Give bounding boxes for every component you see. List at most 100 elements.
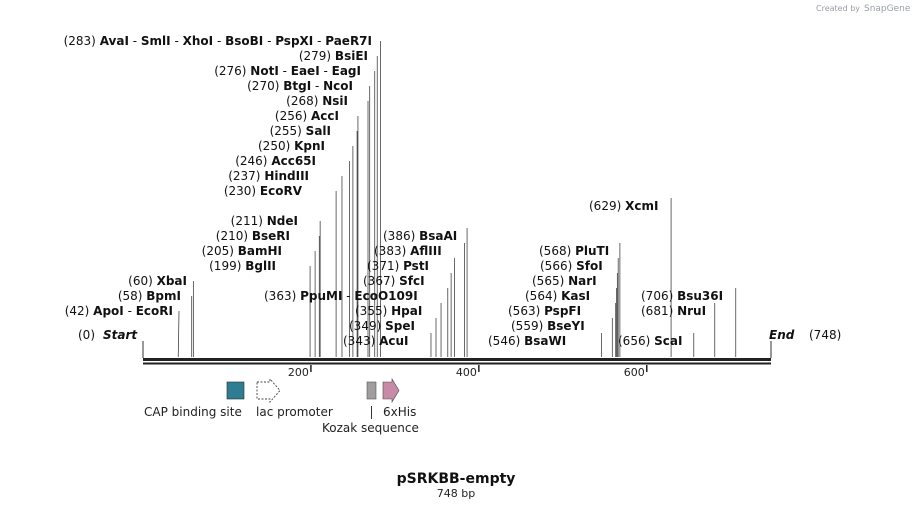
cut-site-label: (706) Bsu36I [641,289,723,303]
enzyme-name: BamHI [238,244,282,258]
cut-position: (706) [641,289,677,303]
cut-site-label: (564) KasI [525,289,590,303]
cut-position: (656) [618,334,654,348]
feature-label-6xhis: 6xHis [383,405,416,419]
enzyme-name: NarI [568,274,597,288]
end-position: (748) [809,328,841,342]
cut-position: (367) [363,274,399,288]
enzyme-name: BseYI [547,319,585,333]
enzyme-name: Acc65I [271,154,316,168]
cut-position: - [213,34,225,48]
cut-position: (371) [367,259,403,273]
cut-position: (58) [118,289,146,303]
cut-site-label: (58) BpmI [118,289,181,303]
cut-position: (681) [641,304,677,318]
cut-position: - [342,289,354,303]
cut-site-label: (205) BamHI [202,244,282,258]
cut-site-label: (367) SfcI [363,274,425,288]
cut-position: (205) [202,244,238,258]
cut-site-label: (279) BsiEI [299,49,368,63]
cut-position: (343) [343,334,379,348]
cut-site-label: (349) SpeI [349,319,415,333]
enzyme-name: NsiI [322,94,348,108]
cut-site-label: (386) BsaAI [383,229,457,243]
cut-position: (230) [224,184,260,198]
cut-position: (255) [270,124,306,138]
enzyme-name: BsiEI [335,49,368,63]
enzyme-name: KpnI [294,139,325,153]
enzyme-name: EcoO109I [354,289,417,303]
enzyme-name: AccI [311,109,339,123]
feature-label-cap-binding-site: CAP binding site [144,405,242,419]
enzyme-name: PpuMI [300,289,342,303]
enzyme-name: BsaWI [524,334,566,348]
cut-position: - [171,34,183,48]
enzyme-name: XbaI [157,274,187,288]
enzyme-name: EagI [332,64,361,78]
enzyme-name: ScaI [654,334,682,348]
cut-position: (565) [532,274,568,288]
tick-label: 400 [456,366,477,379]
cut-position: (563) [508,304,544,318]
enzyme-name: PspFI [544,304,581,318]
cut-site-label: (270) BtgI - NcoI [247,79,353,93]
enzyme-name: SalI [306,124,331,138]
kozak-sequence-feature [366,381,377,400]
tick-label: 600 [624,366,645,379]
plasmid-length: 748 bp [437,487,475,500]
lac-promoter-feature [256,377,281,404]
enzyme-name: NruI [677,304,706,318]
feature-label-lac-promoter: lac promoter [256,405,333,419]
enzyme-name: EcoRI [136,304,173,318]
cut-position: (283) [64,34,100,48]
cut-position: - [129,34,141,48]
cut-site-label: (237) HindIII [228,169,309,183]
end-label: End [769,328,795,342]
start-position: (0) [78,328,95,342]
cut-position: (270) [247,79,283,93]
cut-site-label: (563) PspFI [508,304,581,318]
cut-position: (566) [540,259,576,273]
cut-position: (629) [589,199,625,213]
enzyme-name: BtgI [283,79,311,93]
features: CAP binding site lac promoter Kozak sequ… [144,377,419,435]
cut-position: (60) [128,274,156,288]
cut-site-label: (276) NotI - EaeI - EagI [214,64,361,78]
cut-position: (237) [228,169,264,183]
enzyme-name: NcoI [323,79,353,93]
cut-site-label: (210) BseRI [216,229,290,243]
cut-site-label: (283) AvaI - SmlI - XhoI - BsoBI - PspXI… [64,34,372,48]
cut-position: (386) [383,229,419,243]
cut-position: (250) [258,139,294,153]
cut-site-lines [177,41,737,358]
plasmid-name: pSRKBB-empty [397,471,516,487]
cut-site-label: (343) AcuI [343,334,409,348]
enzyme-name: ApoI [93,304,124,318]
enzyme-name: PstI [403,259,429,273]
enzyme-name: SfcI [399,274,424,288]
cut-site-label: (565) NarI [532,274,597,288]
cut-position: (268) [286,94,322,108]
enzyme-name: BsoBI [225,34,263,48]
cut-position: (210) [216,229,252,243]
cut-site-label: (656) ScaI [618,334,682,348]
cut-position: - [263,34,275,48]
cut-position: (211) [231,214,267,228]
scale-ticks: 200 400 600 [288,365,648,379]
cut-site-label: (566) SfoI [540,259,603,273]
cut-position: - [320,64,332,78]
cut-site-label: (268) NsiI [286,94,348,108]
cut-site-label: (559) BseYI [511,319,585,333]
credit-brand: SnapGene [864,4,911,14]
enzyme-name: SmlI [141,34,171,48]
cut-site-label: (42) ApoI - EcoRI [65,304,173,318]
cut-position: (42) [65,304,93,318]
cut-position: (276) [214,64,250,78]
6xhis-feature [382,377,400,404]
enzyme-name: PspXI [275,34,313,48]
enzyme-name: NotI [250,64,279,78]
cut-site-line [177,310,180,358]
cut-position: (279) [299,49,335,63]
credit-created-by: Created by [816,4,860,13]
